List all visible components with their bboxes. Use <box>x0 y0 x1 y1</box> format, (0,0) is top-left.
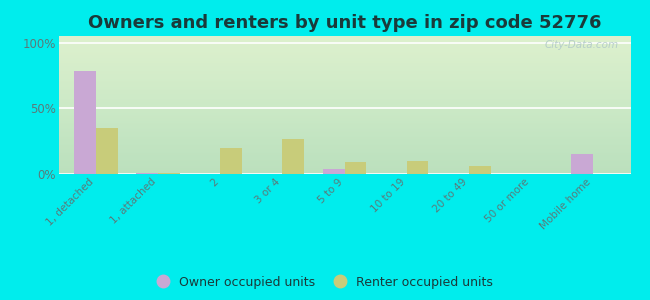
Bar <box>74 71 96 174</box>
Bar <box>344 162 366 174</box>
Bar <box>158 173 180 174</box>
Title: Owners and renters by unit type in zip code 52776: Owners and renters by unit type in zip c… <box>88 14 601 32</box>
Bar <box>220 148 242 174</box>
Text: City-Data.com: City-Data.com <box>545 40 619 50</box>
Bar <box>282 139 304 174</box>
Bar <box>571 154 593 174</box>
Bar <box>96 128 118 174</box>
Legend: Owner occupied units, Renter occupied units: Owner occupied units, Renter occupied un… <box>151 271 499 294</box>
Bar <box>136 173 158 174</box>
Bar <box>469 166 491 174</box>
Bar <box>323 169 345 174</box>
Bar <box>407 161 428 174</box>
